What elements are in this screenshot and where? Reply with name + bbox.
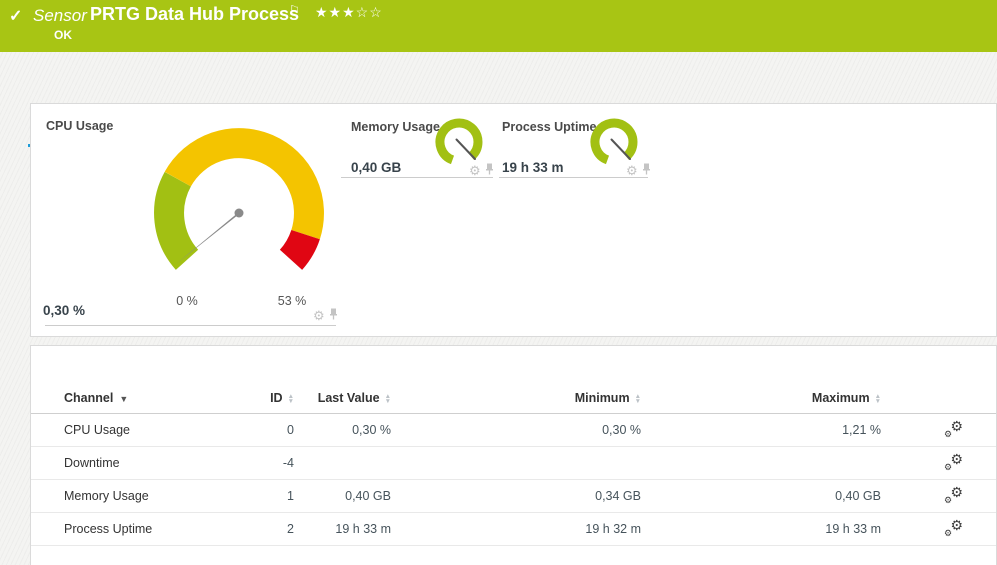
table-row[interactable]: Memory Usage 1 0,40 GB 0,34 GB 0,40 GB ⚙…	[31, 479, 996, 513]
sort-arrows-icon: ▲ ▼	[384, 392, 391, 405]
channels-panel: Channel ▼ ID ▲ ▼ Last Value ▲ ▼ Minimum ▲ ▼ Max…	[30, 345, 997, 565]
channel-actions-cell: ⚙ ⚙	[881, 413, 996, 447]
column-header-last-value-label: Last Value	[317, 391, 380, 406]
cpu-block-divider	[45, 325, 336, 326]
channel-actions-cell: ⚙ ⚙	[881, 446, 996, 480]
channel-minimum-cell: 19 h 32 m	[391, 512, 641, 546]
cpu-scale-min-label: 0 %	[176, 294, 198, 308]
pin-icon[interactable]	[329, 307, 338, 325]
channel-maximum-cell: 0,40 GB	[641, 479, 881, 513]
channel-actions-cell: ⚙ ⚙	[881, 512, 996, 546]
uptime-gauge-actions: ⚙	[626, 162, 651, 180]
overview-gauges-panel: CPU Usage 0 % 53 % 0,30 % ⚙ Memory Usage…	[30, 103, 997, 337]
channel-name-cell[interactable]: Downtime	[31, 446, 231, 480]
column-header-id[interactable]: ID ▲ ▼	[231, 384, 294, 414]
table-row[interactable]: Downtime -4 ⚙ ⚙	[31, 446, 996, 480]
channel-id-cell: -4	[231, 446, 294, 480]
memory-gauge[interactable]	[429, 114, 489, 174]
cpu-current-value: 0,30 %	[43, 303, 86, 318]
column-header-channel[interactable]: Channel ▼	[31, 384, 231, 414]
column-header-minimum-label: Minimum	[574, 391, 630, 406]
memory-current-value: 0,40 GB	[351, 160, 402, 175]
sensor-kind-label: Sensor	[33, 6, 87, 25]
uptime-current-value: 19 h 33 m	[502, 160, 564, 175]
channel-settings-icon[interactable]: ⚙ ⚙	[944, 450, 963, 472]
cpu-gauge-title: CPU Usage	[46, 119, 114, 133]
memory-gauge-title: Memory Usage	[351, 120, 440, 134]
channel-settings-icon[interactable]: ⚙ ⚙	[944, 483, 963, 505]
column-header-last-value[interactable]: Last Value ▲ ▼	[294, 384, 391, 414]
channel-last-value-cell: 19 h 33 m	[294, 512, 391, 546]
channel-last-value-cell: 0,30 %	[294, 413, 391, 447]
channel-settings-icon[interactable]: ⚙ ⚙	[944, 417, 963, 439]
stars-empty: ☆☆	[355, 4, 383, 20]
sort-arrows-icon: ▲ ▼	[287, 392, 294, 405]
pin-icon[interactable]	[642, 162, 651, 180]
channel-settings-icon[interactable]: ⚙ ⚙	[944, 516, 963, 538]
status-badge: OK	[54, 28, 72, 42]
cpu-scale-max-label: 53 %	[277, 294, 307, 308]
gear-icon[interactable]: ⚙	[626, 163, 638, 178]
memory-gauge-needle	[455, 138, 476, 160]
channel-minimum-cell: 0,34 GB	[391, 479, 641, 513]
column-header-channel-label: Channel	[64, 391, 114, 406]
column-header-maximum[interactable]: Maximum ▲ ▼	[641, 384, 881, 414]
check-icon: ✓	[9, 8, 23, 25]
pin-icon[interactable]	[485, 162, 494, 180]
cpu-gauge-actions: ⚙	[313, 307, 338, 325]
column-header-maximum-label: Maximum	[811, 391, 870, 406]
channel-id-cell: 1	[231, 479, 294, 513]
channels-table: Channel ▼ ID ▲ ▼ Last Value ▲ ▼ Minimum ▲ ▼ Max…	[31, 384, 996, 546]
uptime-block-divider	[499, 177, 648, 178]
channel-minimum-cell	[391, 446, 641, 480]
uptime-gauge[interactable]	[584, 114, 644, 174]
column-header-id-label: ID	[270, 391, 283, 406]
channel-maximum-cell: 1,21 %	[641, 413, 881, 447]
table-row[interactable]: Process Uptime 2 19 h 33 m 19 h 32 m 19 …	[31, 512, 996, 546]
sort-caret-icon: ▼	[119, 393, 129, 404]
channel-maximum-cell	[641, 446, 881, 480]
channel-name-cell[interactable]: CPU Usage	[31, 413, 231, 447]
gear-icon[interactable]: ⚙	[469, 163, 481, 178]
gear-icon[interactable]: ⚙	[313, 308, 325, 323]
channel-last-value-cell: 0,40 GB	[294, 479, 391, 513]
channel-last-value-cell	[294, 446, 391, 480]
memory-block-divider	[341, 177, 493, 178]
uptime-gauge-needle	[610, 138, 631, 160]
column-header-minimum[interactable]: Minimum ▲ ▼	[391, 384, 641, 414]
channel-maximum-cell: 19 h 33 m	[641, 512, 881, 546]
uptime-gauge-title: Process Uptime	[502, 120, 597, 134]
channel-name-cell[interactable]: Memory Usage	[31, 479, 231, 513]
channel-name-cell[interactable]: Process Uptime	[31, 512, 231, 546]
channel-minimum-cell: 0,30 %	[391, 413, 641, 447]
flag-icon[interactable]: ⚐	[289, 3, 300, 17]
sensor-header: ✓ Sensor PRTG Data Hub Process ⚐ ★★★☆☆ O…	[0, 0, 997, 52]
cpu-gauge[interactable]	[139, 113, 339, 313]
priority-stars[interactable]: ★★★☆☆	[315, 4, 383, 21]
memory-gauge-actions: ⚙	[469, 162, 494, 180]
page-title: PRTG Data Hub Process	[90, 4, 300, 24]
sort-arrows-icon: ▲ ▼	[874, 392, 881, 405]
sort-arrows-icon: ▲ ▼	[634, 392, 641, 405]
channel-id-cell: 2	[231, 512, 294, 546]
channel-id-cell: 0	[231, 413, 294, 447]
table-row[interactable]: CPU Usage 0 0,30 % 0,30 % 1,21 % ⚙ ⚙	[31, 413, 996, 447]
channel-actions-cell: ⚙ ⚙	[881, 479, 996, 513]
stars-filled: ★★★	[315, 4, 356, 20]
table-header-row: Channel ▼ ID ▲ ▼ Last Value ▲ ▼ Minimum ▲ ▼ Max…	[31, 384, 996, 414]
tab-bar: Overview ((•)) Live Data 2 days 30 days …	[0, 52, 997, 147]
column-header-actions	[881, 384, 996, 414]
